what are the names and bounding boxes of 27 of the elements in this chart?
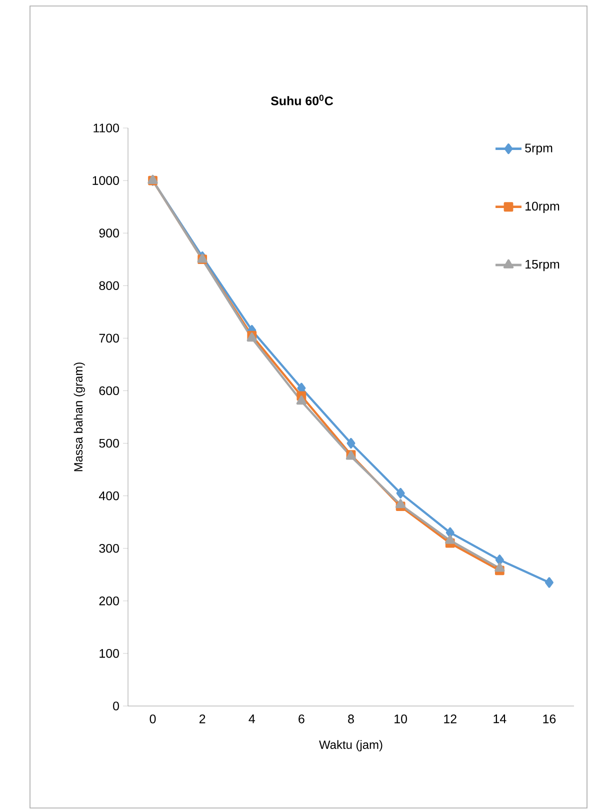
y-tick-label: 1000	[92, 176, 119, 185]
y-tick-label: 700	[99, 334, 119, 343]
y-tick-label: 0	[113, 702, 119, 710]
y-tick-label: 200	[99, 596, 119, 606]
x-tick-label: 8	[348, 714, 354, 724]
x-tick-label: 10	[394, 714, 407, 724]
y-tick-label: 800	[99, 281, 119, 290]
y-tick-label: 100	[100, 649, 119, 658]
x-tick-label: 0	[150, 714, 156, 724]
legend-label: 10rpm	[526, 202, 560, 214]
x-tick-label: 14	[494, 714, 506, 724]
x-tick-label: 2	[199, 714, 206, 724]
y-axis-title: Massa bahan (gram)	[74, 362, 85, 472]
legend-label: 15rpm	[526, 260, 560, 272]
y-tick-label: 400	[98, 491, 119, 500]
x-tick-label: 16	[543, 714, 556, 724]
y-tick-label: 500	[99, 438, 119, 448]
x-tick-label: 4	[248, 714, 255, 724]
y-tick-label: 900	[99, 228, 119, 238]
y-tick-label: 600	[99, 386, 119, 396]
chart-title: Suhu 60$^{0}$C	[270, 94, 334, 106]
x-tick-label: 12	[444, 714, 456, 724]
y-tick-label: 1100	[94, 124, 119, 132]
x-axis-title: Waktu (jam)	[319, 740, 382, 752]
legend-label: 5rpm	[525, 144, 552, 155]
x-tick-label: 6	[298, 714, 304, 724]
y-tick-label: 300	[99, 544, 119, 553]
